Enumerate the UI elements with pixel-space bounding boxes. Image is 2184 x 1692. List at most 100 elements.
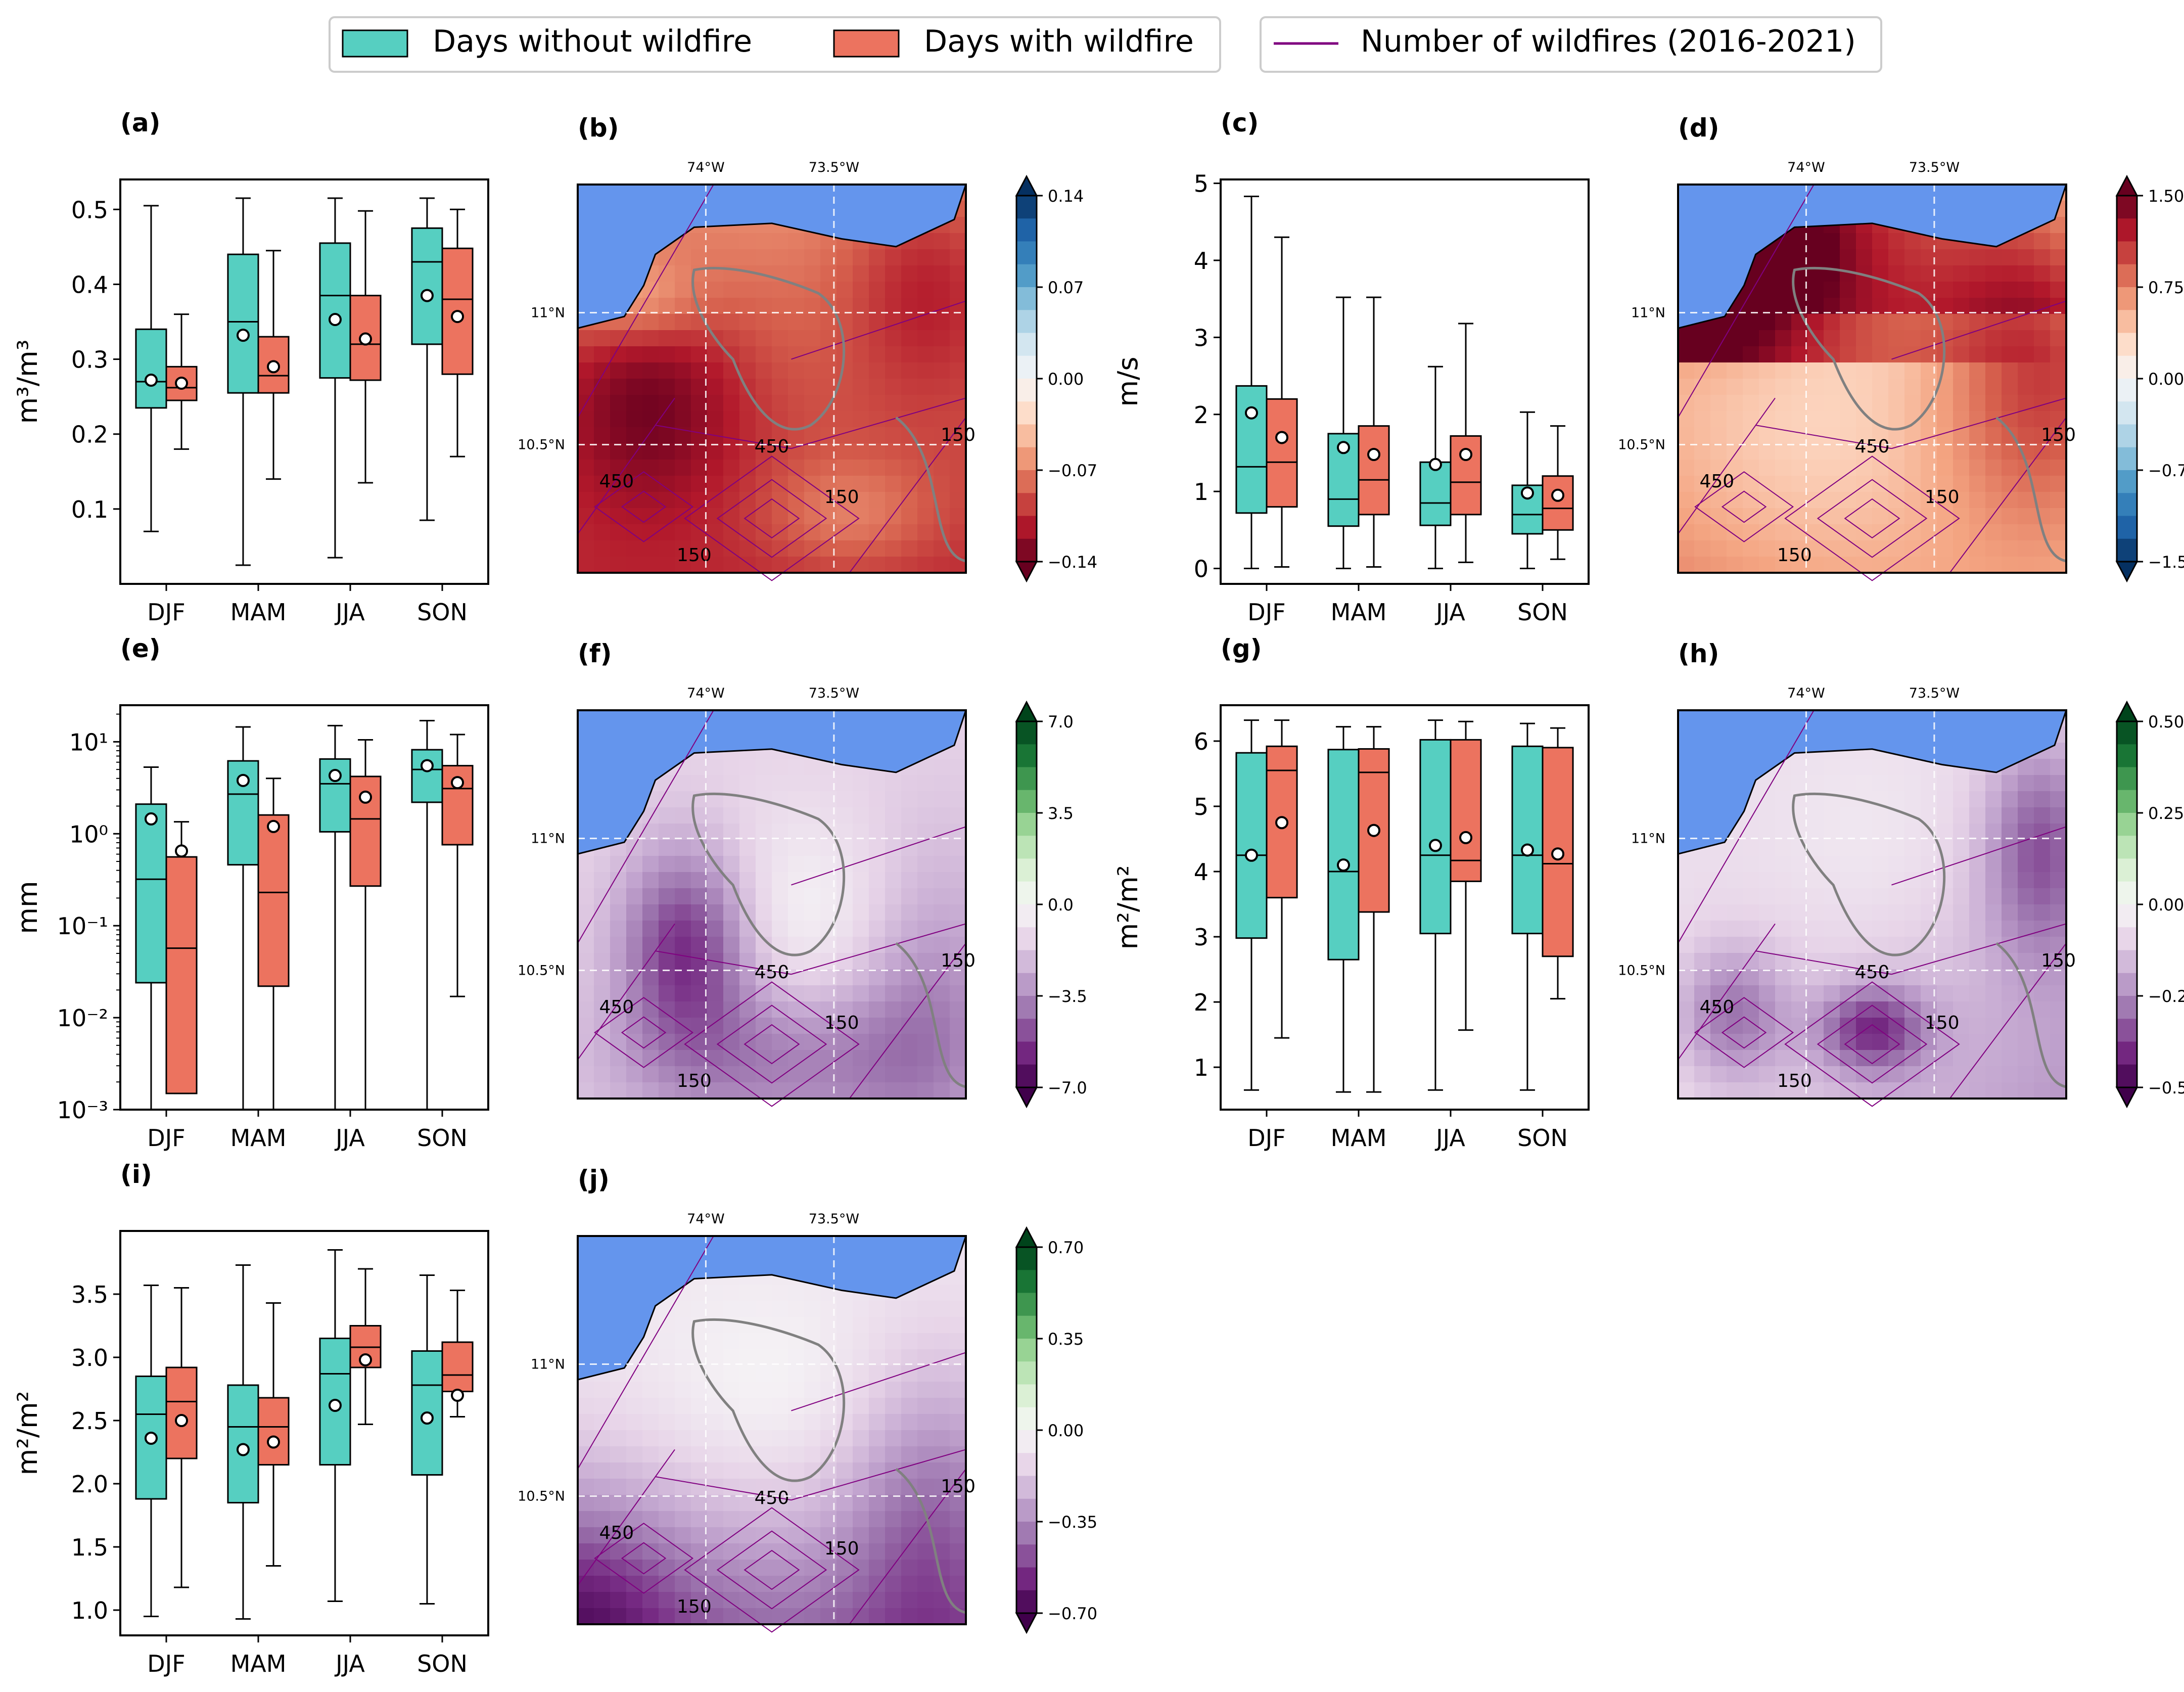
legend-frame-right <box>1260 16 1882 73</box>
field-cell <box>1824 953 1840 970</box>
lon-label: 73.5°W <box>1909 685 1960 701</box>
field-cell <box>675 1608 691 1625</box>
field-cell <box>772 1479 788 1495</box>
field-cell <box>837 807 853 824</box>
field-cell <box>853 460 869 476</box>
contour-label: 450 <box>599 997 634 1018</box>
y-tick-label: 0.2 <box>71 421 108 448</box>
field-cell <box>691 1382 708 1398</box>
field-cell <box>691 1414 708 1431</box>
mean-marker <box>236 1443 250 1456</box>
field-cell <box>1791 249 1808 266</box>
field-cell <box>578 856 594 873</box>
field-cell <box>2002 969 2018 986</box>
field-cell <box>1840 411 1856 428</box>
field-cell <box>1985 791 2002 808</box>
colorbar-segment <box>1016 379 1037 402</box>
y-axis-label: m³/m³ <box>12 340 43 424</box>
mean-marker <box>1520 486 1534 500</box>
field-cell <box>950 1430 966 1447</box>
field-cell <box>756 1592 772 1609</box>
field-cell <box>1904 508 1921 525</box>
field-cell <box>626 540 643 557</box>
colorbar-segment <box>1016 1041 1037 1065</box>
field-cell <box>2034 840 2051 856</box>
field-cell <box>691 346 708 363</box>
field-cell <box>2002 476 2018 492</box>
field-cell <box>885 872 902 889</box>
field-cell <box>675 362 691 379</box>
field-cell <box>1840 872 1856 889</box>
field-cell <box>901 856 918 873</box>
field-cell <box>1807 840 1824 856</box>
field-cell <box>691 1592 708 1609</box>
field-cell <box>772 249 788 266</box>
field-cell <box>2050 282 2067 298</box>
y-tick-label: 10⁻³ <box>57 1096 108 1124</box>
field-cell <box>788 346 805 363</box>
field-cell <box>691 1495 708 1512</box>
field-cell <box>675 330 691 347</box>
field-cell <box>772 346 788 363</box>
field-cell <box>1824 937 1840 953</box>
field-cell <box>1678 346 1695 363</box>
field-cell <box>1888 524 1905 541</box>
field-cell <box>1727 427 1743 444</box>
field-cell <box>691 249 708 266</box>
field-cell <box>610 1414 627 1431</box>
field-cell <box>739 492 756 509</box>
field-cell <box>659 1608 675 1625</box>
field-cell <box>1743 476 1759 492</box>
wildfire-contour <box>621 490 667 523</box>
field-cell <box>885 1495 902 1512</box>
field-cell <box>1888 840 1905 856</box>
field-cell <box>675 969 691 986</box>
field-cell <box>917 904 934 921</box>
field-cell <box>950 265 966 282</box>
box-no-fire <box>227 253 259 394</box>
field-cell <box>1904 265 1921 282</box>
mean-marker <box>1459 831 1473 844</box>
field-cell <box>2034 282 2051 298</box>
field-cell <box>1743 807 1759 824</box>
field-cell <box>934 888 950 905</box>
field-cell <box>756 1414 772 1431</box>
field-cell <box>1856 888 1873 905</box>
y-tick-label: 0.5 <box>71 196 108 223</box>
field-cell <box>1678 1018 1695 1034</box>
field-cell <box>901 1333 918 1350</box>
field-cell <box>1759 904 1776 921</box>
field-cell <box>659 953 675 970</box>
field-cell <box>1727 904 1743 921</box>
field-cell <box>837 985 853 1002</box>
field-cell <box>642 953 659 970</box>
field-cell <box>642 298 659 314</box>
wildfire-contour <box>1678 397 1776 534</box>
field-cell <box>2050 233 2067 250</box>
field-cell <box>2018 824 2034 840</box>
wildfire-contour <box>744 1024 800 1065</box>
x-tick-label: JJA <box>334 1650 365 1677</box>
field-cell <box>1888 856 1905 873</box>
field-cell <box>950 791 966 808</box>
field-cell <box>578 1066 594 1083</box>
legend-swatch-fire <box>833 29 900 58</box>
field-cell <box>1791 443 1808 460</box>
field-cell <box>950 1527 966 1544</box>
field-cell <box>1727 362 1743 379</box>
field-cell <box>950 1382 966 1398</box>
field-cell <box>1824 314 1840 331</box>
field-cell <box>594 1511 611 1528</box>
field-cell <box>1872 282 1889 298</box>
field-cell <box>2018 791 2034 808</box>
field-cell <box>885 557 902 573</box>
field-cell <box>1775 540 1792 557</box>
colorbar-segment <box>2117 813 2137 836</box>
field-cell <box>853 379 869 395</box>
field-cell <box>1888 298 1905 314</box>
wildfire-contour <box>1891 923 2067 975</box>
x-tick-label: JJA <box>1434 1124 1465 1152</box>
field-cell <box>756 824 772 840</box>
field-cell <box>675 1527 691 1544</box>
field-cell <box>1856 282 1873 298</box>
